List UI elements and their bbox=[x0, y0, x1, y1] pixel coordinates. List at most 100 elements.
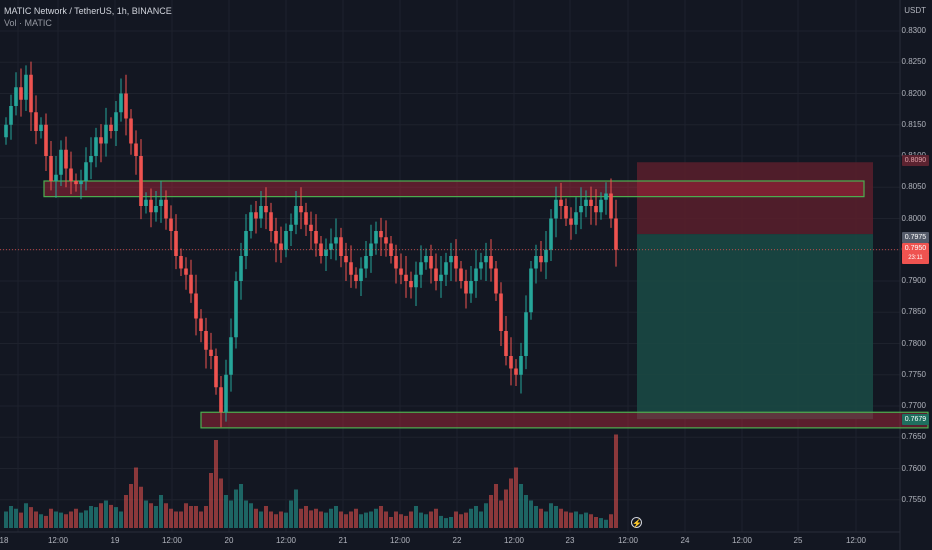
candle-body bbox=[444, 262, 448, 275]
candle-body bbox=[494, 268, 498, 294]
volume-bar bbox=[579, 514, 583, 528]
time-axis-label: 24 bbox=[680, 536, 690, 545]
volume-bar bbox=[589, 514, 593, 528]
price-axis-label: 0.8250 bbox=[901, 57, 926, 67]
volume-bar bbox=[19, 512, 23, 528]
volume-bar bbox=[4, 511, 8, 528]
candle-body bbox=[564, 206, 568, 219]
candle-body bbox=[379, 231, 383, 238]
volume-bar bbox=[454, 511, 458, 528]
candle-body bbox=[554, 199, 558, 219]
price-axis-label: 0.8300 bbox=[901, 26, 926, 35]
candle-body bbox=[479, 262, 483, 269]
time-axis-label: 19 bbox=[110, 536, 120, 545]
candle-body bbox=[74, 181, 78, 185]
candle-body bbox=[4, 124, 8, 138]
volume-bar bbox=[104, 500, 108, 528]
volume-bar bbox=[564, 511, 568, 528]
price-axis-currency[interactable]: USDT bbox=[904, 6, 926, 15]
volume-bar bbox=[409, 511, 413, 528]
candle-body bbox=[154, 206, 158, 213]
candle-body bbox=[439, 274, 443, 281]
volume-bar bbox=[569, 512, 573, 528]
volume-bar bbox=[539, 508, 543, 528]
candle-body bbox=[374, 231, 378, 244]
volume-bar bbox=[354, 508, 358, 528]
volume-bar bbox=[29, 507, 33, 528]
volume-bar bbox=[549, 503, 553, 528]
volume-bar bbox=[319, 511, 323, 528]
volume-bar bbox=[379, 506, 383, 528]
lightning-icon[interactable]: ⚡ bbox=[631, 517, 642, 528]
volume-bar bbox=[264, 506, 268, 528]
volume-bar bbox=[314, 508, 318, 528]
candle-body bbox=[594, 206, 598, 213]
volume-bar bbox=[179, 511, 183, 528]
volume-bar bbox=[39, 514, 43, 528]
volume-bar bbox=[299, 508, 303, 528]
candle-body bbox=[64, 149, 68, 169]
volume-bar bbox=[444, 518, 448, 528]
volume-bar bbox=[244, 500, 248, 528]
volume-bar bbox=[544, 511, 548, 528]
volume-bar bbox=[24, 503, 28, 528]
candle-body bbox=[519, 356, 523, 375]
price-axis-label: 0.7550 bbox=[901, 494, 926, 504]
volume-bar bbox=[69, 511, 73, 528]
stop-loss-zone bbox=[637, 162, 873, 235]
candle-body bbox=[269, 212, 273, 231]
volume-indicator-label[interactable]: Vol · MATIC bbox=[4, 18, 52, 28]
candle-body bbox=[604, 193, 608, 200]
candle-body bbox=[279, 243, 283, 250]
candle-body bbox=[119, 93, 123, 113]
candle-body bbox=[29, 74, 33, 113]
volume-bar bbox=[139, 486, 143, 528]
candle-body bbox=[589, 199, 593, 206]
candle-body bbox=[179, 256, 183, 269]
candle-body bbox=[174, 231, 178, 256]
time-axis-label: 25 bbox=[793, 536, 803, 545]
candle-body bbox=[124, 93, 128, 119]
volume-bar bbox=[359, 514, 363, 528]
price-axis-label: 0.8050 bbox=[901, 182, 926, 192]
volume-bar bbox=[199, 511, 203, 528]
volume-bar bbox=[469, 508, 473, 528]
volume-bar bbox=[419, 512, 423, 528]
volume-bar bbox=[344, 514, 348, 528]
candle-body bbox=[584, 199, 588, 206]
volume-bar bbox=[394, 511, 398, 528]
candle-body bbox=[54, 174, 58, 181]
volume-bar bbox=[134, 467, 138, 528]
volume-bar bbox=[169, 508, 173, 528]
volume-bar bbox=[384, 511, 388, 528]
candle-body bbox=[404, 274, 408, 281]
time-axis-label: 21 bbox=[338, 536, 348, 545]
volume-bar bbox=[554, 506, 558, 528]
candle-body bbox=[569, 218, 573, 225]
candle-body bbox=[254, 212, 258, 219]
candle-body bbox=[309, 224, 313, 231]
candle-body bbox=[144, 199, 148, 206]
volume-bar bbox=[74, 508, 78, 528]
volume-bar bbox=[94, 507, 98, 528]
candle-body bbox=[239, 256, 243, 281]
candle-body bbox=[19, 87, 23, 100]
candle-body bbox=[109, 124, 113, 131]
price-axis-label: 0.8150 bbox=[901, 119, 926, 129]
candle-body bbox=[334, 237, 338, 244]
candle-body bbox=[549, 218, 553, 250]
candle-body bbox=[14, 87, 18, 106]
volume-bar bbox=[149, 503, 153, 528]
last-price-tag: 0.7950 bbox=[902, 243, 929, 254]
candle-body bbox=[209, 349, 213, 356]
volume-bar bbox=[229, 500, 233, 528]
candle-body bbox=[429, 256, 433, 269]
price-axis-label: 0.8000 bbox=[901, 213, 926, 223]
volume-bar bbox=[399, 514, 403, 528]
volume-bar bbox=[284, 512, 288, 528]
volume-bar bbox=[484, 503, 488, 528]
volume-bar bbox=[254, 508, 258, 528]
volume-bar bbox=[119, 511, 123, 528]
candle-body bbox=[244, 231, 248, 256]
